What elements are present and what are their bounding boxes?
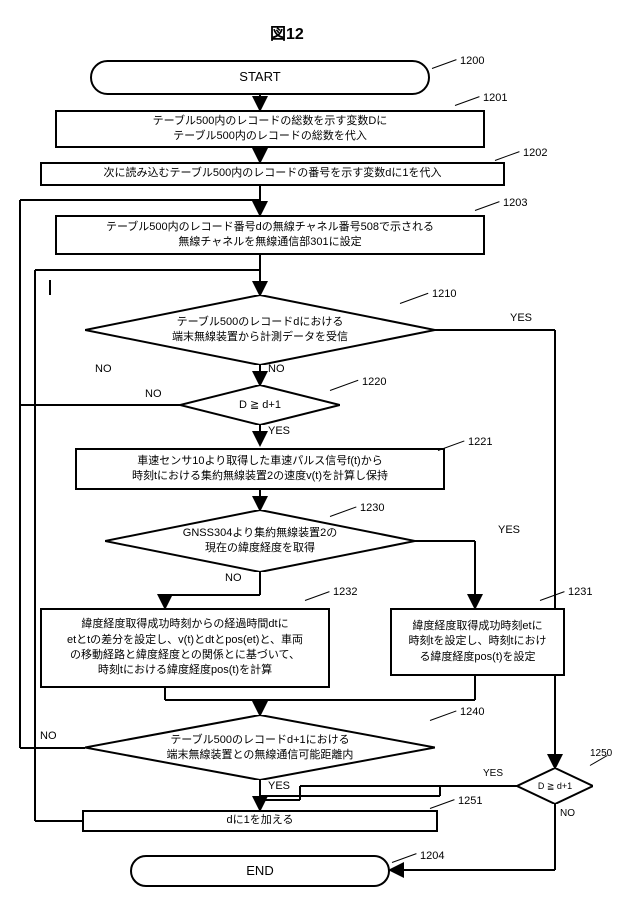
lbl-1250-yes: YES bbox=[483, 768, 503, 779]
node-1250: D ≧ d+1 bbox=[517, 768, 593, 804]
node-1251-text: dに1を加える bbox=[227, 813, 294, 828]
figure-title: 図12 bbox=[270, 20, 304, 44]
node-1202: 次に読み込むテーブル500内のレコードの番号を示す変数dに1を代入 bbox=[40, 162, 505, 186]
node-1221: 車速センサ10より取得した車速パルス信号f(t)から 時刻tにおける集約無線装置… bbox=[75, 448, 445, 490]
node-1221-text: 車速センサ10より取得した車速パルス信号f(t)から 時刻tにおける集約無線装置… bbox=[132, 454, 388, 485]
node-1232: 緯度経度取得成功時刻からの経過時間dtに etとtの差分を設定し、v(t)とdt… bbox=[40, 608, 330, 688]
lbl-1210-no: NO bbox=[268, 363, 285, 375]
num-1210: 1210 bbox=[432, 288, 456, 300]
num-1200: 1200 bbox=[460, 55, 484, 67]
node-1231: 緯度経度取得成功時刻etに 時刻tを設定し、時刻tにおけ る緯度経度pos(t)… bbox=[390, 608, 565, 676]
node-start-text: START bbox=[239, 68, 280, 86]
num-1230: 1230 bbox=[360, 502, 384, 514]
node-1232-text: 緯度経度取得成功時刻からの経過時間dtに etとtの差分を設定し、v(t)とdt… bbox=[67, 617, 303, 679]
num-1232: 1232 bbox=[333, 586, 357, 598]
num-1221: 1221 bbox=[468, 436, 492, 448]
node-1202-text: 次に読み込むテーブル500内のレコードの番号を示す変数dに1を代入 bbox=[104, 166, 442, 181]
node-1220: D ≧ d+1 bbox=[180, 385, 340, 425]
lbl-1230-no: NO bbox=[225, 572, 242, 584]
num-1251: 1251 bbox=[458, 795, 482, 807]
num-1202: 1202 bbox=[523, 147, 547, 159]
num-1250: 1250 bbox=[590, 748, 612, 759]
node-1240: テーブル500のレコードd+1における 端末無線装置との無線通信可能距離内 bbox=[85, 715, 435, 780]
node-1251: dに1を加える bbox=[82, 810, 438, 832]
num-1204: 1204 bbox=[420, 850, 444, 862]
node-end-text: END bbox=[246, 862, 273, 880]
node-1201-text: テーブル500内のレコードの総数を示す変数Dに テーブル500内のレコードの総数… bbox=[153, 114, 388, 145]
lbl-1240-yes: YES bbox=[268, 780, 290, 792]
node-end: END bbox=[130, 855, 390, 887]
num-1220: 1220 bbox=[362, 376, 386, 388]
lbl-1220-yes: YES bbox=[268, 425, 290, 437]
node-1203: テーブル500内のレコード番号dの無線チャネル番号508で示される 無線チャネル… bbox=[55, 215, 485, 255]
lbl-1240-no: NO bbox=[40, 730, 57, 742]
lbl-1230-yes: YES bbox=[498, 524, 520, 536]
lbl-1250-no: NO bbox=[560, 808, 575, 819]
num-1240: 1240 bbox=[460, 706, 484, 718]
node-1203-text: テーブル500内のレコード番号dの無線チャネル番号508で示される 無線チャネル… bbox=[106, 220, 434, 251]
node-start: START bbox=[90, 60, 430, 95]
num-1231: 1231 bbox=[568, 586, 592, 598]
lbl-1210-no2: NO bbox=[95, 363, 112, 375]
num-1201: 1201 bbox=[483, 92, 507, 104]
node-1230: GNSS304より集約無線装置2の 現在の緯度経度を取得 bbox=[105, 510, 415, 572]
lbl-1210-yes: YES bbox=[510, 312, 532, 324]
node-1210: テーブル500のレコードdにおける 端末無線装置から計測データを受信 bbox=[85, 295, 435, 365]
node-1201: テーブル500内のレコードの総数を示す変数Dに テーブル500内のレコードの総数… bbox=[55, 110, 485, 148]
lbl-1220-no: NO bbox=[145, 388, 162, 400]
node-1231-text: 緯度経度取得成功時刻etに 時刻tを設定し、時刻tにおけ る緯度経度pos(t)… bbox=[408, 619, 546, 665]
num-1203: 1203 bbox=[503, 197, 527, 209]
